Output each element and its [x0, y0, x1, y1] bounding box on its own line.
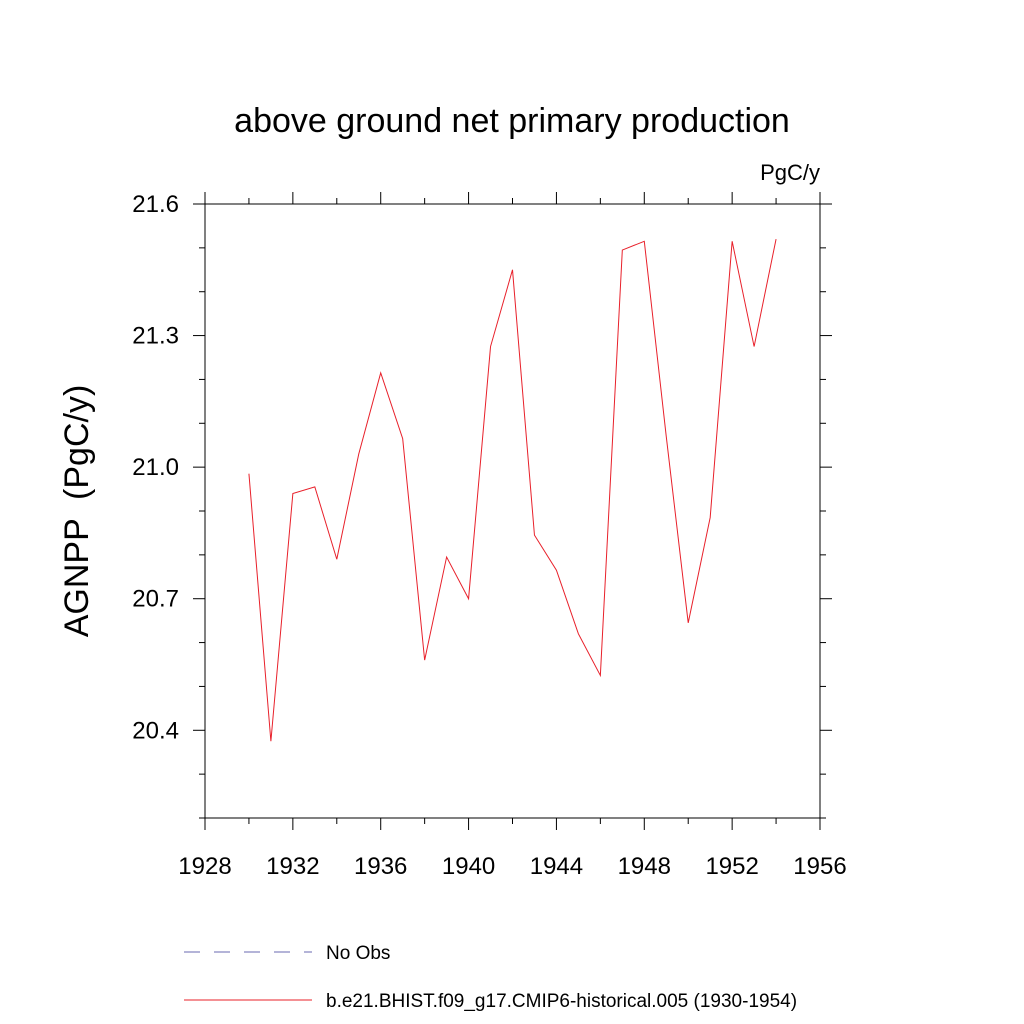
chart-title: above ground net primary production	[234, 102, 790, 140]
y-tick-label: 21.0	[132, 454, 179, 481]
x-tick-label: 1932	[266, 853, 319, 880]
legend-label-1: b.e21.BHIST.f09_g17.CMIP6-historical.005…	[326, 991, 797, 1012]
x-tick-label: 1928	[178, 853, 231, 880]
x-tick-label: 1948	[618, 853, 671, 880]
x-tick-label: 1944	[530, 853, 583, 880]
legend: No Obs b.e21.BHIST.f09_g17.CMIP6-historic…	[184, 943, 797, 1012]
x-tick-label: 1936	[354, 853, 407, 880]
series-layer	[248, 238, 777, 742]
y-tick-label: 20.4	[132, 717, 179, 744]
y-axis-title: AGNPP (PgC/y)	[58, 385, 96, 638]
x-tick-label: 1952	[705, 853, 758, 880]
units-label: PgC/y	[760, 160, 820, 185]
axis-tick-labels: 1928 1932 1936 1940 1944 1948 1952 1956 20.4 20.7…	[132, 191, 846, 880]
series-line-1	[248, 238, 777, 742]
axis-ticks	[193, 192, 832, 830]
y-tick-label: 21.6	[132, 191, 179, 218]
y-tick-label: 20.7	[132, 586, 179, 613]
legend-label-0: No Obs	[326, 943, 390, 964]
x-tick-label: 1940	[442, 853, 495, 880]
x-tick-label: 1956	[793, 853, 846, 880]
y-tick-label: 21.3	[132, 323, 179, 350]
